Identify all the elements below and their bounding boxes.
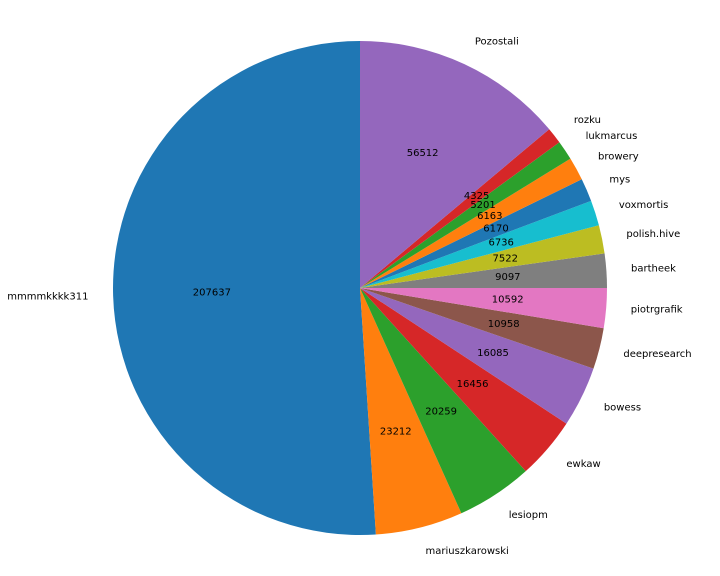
slice-label-bowess: bowess — [604, 402, 641, 413]
value-label-bowess: 16085 — [477, 348, 509, 359]
pie-slice-mys — [360, 179, 592, 288]
value-label-bartheek: 9097 — [495, 272, 520, 283]
slice-label-deepresearch: deepresearch — [623, 349, 691, 360]
pie-slice-mmmmkkkk311 — [113, 41, 376, 535]
pie-slice-bowess — [360, 288, 594, 424]
value-label-lesiopm: 20259 — [425, 407, 457, 418]
pie-slice-ewkaw — [360, 288, 567, 472]
pie-slice-deepresearch — [360, 288, 604, 369]
slice-label-bartheek: bartheek — [631, 263, 676, 274]
slice-labels: mmmmkkkk311 mariuszkarowski lesiopm ewkaw bo… — [7, 36, 691, 557]
slice-label-voxmortis: voxmortis — [619, 200, 669, 211]
value-label-mys: 6170 — [483, 224, 508, 235]
slice-label-pozostali: Pozostali — [475, 36, 519, 47]
pie-slices — [113, 41, 607, 535]
pie-slice-voxmortis — [360, 200, 599, 288]
value-label-deepresearch: 10958 — [488, 319, 520, 330]
pie-slice-bartheek — [360, 253, 607, 288]
value-label-polish-hive: 7522 — [493, 253, 518, 264]
pie-slice-lesiopm — [360, 288, 526, 514]
value-label-rozku: 4325 — [464, 191, 489, 202]
slice-label-ewkaw: ewkaw — [566, 459, 600, 470]
pie-slice-pozostali — [360, 41, 550, 288]
slice-label-rozku: rozku — [574, 115, 601, 126]
value-label-lukmarcus: 5201 — [470, 200, 495, 211]
pie-slice-browery — [360, 158, 582, 288]
value-label-piotrgrafik: 10592 — [492, 295, 524, 306]
slice-label-mys: mys — [609, 175, 630, 186]
pie-slice-polish-hive — [360, 225, 605, 288]
slice-label-polish-hive: polish.hive — [626, 229, 680, 240]
slice-label-mmmmkkkk311: mmmmkkkk311 — [7, 291, 88, 302]
value-labels: 207637 23212 20259 16456 16085 10958 10592 9097… — [193, 148, 524, 437]
slice-label-piotrgrafik: piotrgrafik — [631, 305, 683, 316]
slice-label-browery: browery — [598, 151, 639, 162]
pie-slice-lukmarcus — [360, 142, 571, 288]
pie-slice-rozku — [360, 129, 560, 288]
value-label-pozostali: 56512 — [407, 148, 439, 159]
value-label-mmmmkkkk311: 207637 — [193, 287, 231, 298]
slice-label-lesiopm: lesiopm — [509, 510, 548, 521]
value-label-browery: 6163 — [477, 211, 502, 222]
value-label-mariuszkarowski: 23212 — [380, 426, 412, 437]
value-label-voxmortis: 6736 — [488, 237, 513, 248]
slice-label-lukmarcus: lukmarcus — [586, 131, 638, 142]
value-label-ewkaw: 16456 — [457, 379, 489, 390]
slice-label-mariuszkarowski: mariuszkarowski — [426, 546, 509, 557]
pie-slice-piotrgrafik — [360, 287, 607, 329]
pie-slice-mariuszkarowski — [360, 288, 462, 535]
